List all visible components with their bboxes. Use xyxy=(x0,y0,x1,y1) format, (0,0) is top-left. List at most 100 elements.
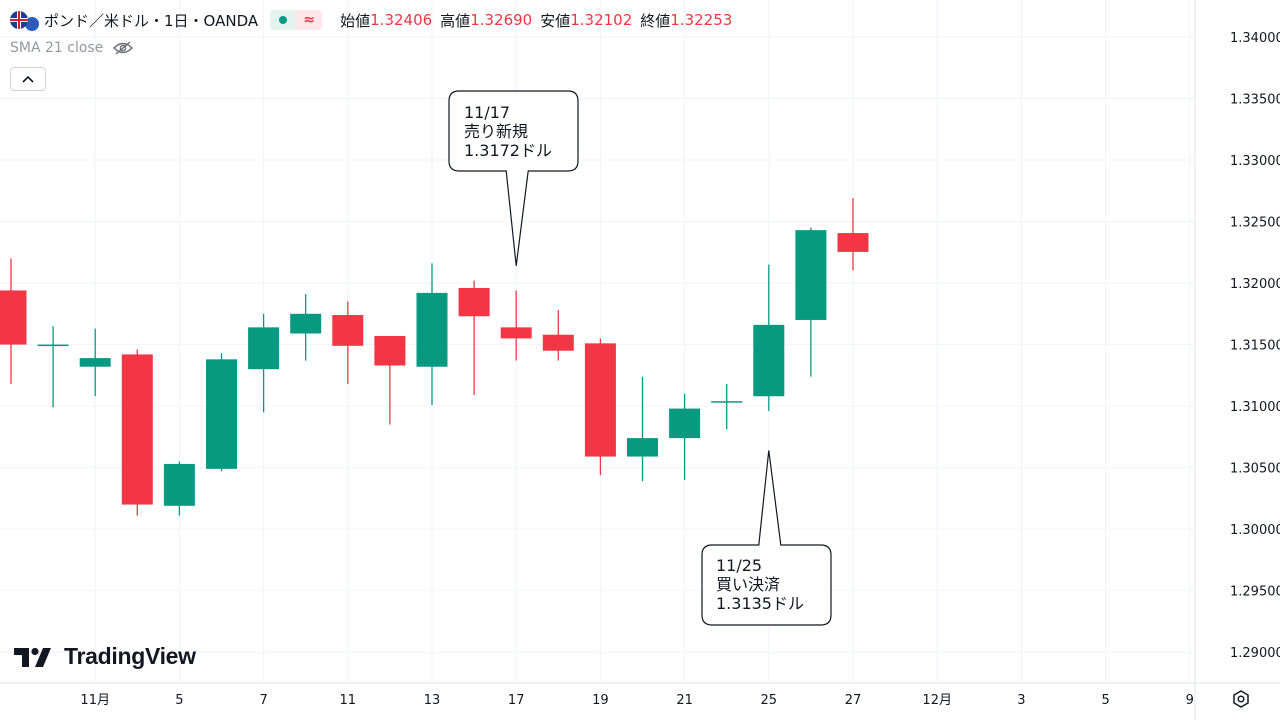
price-tick-label: 1.33000 xyxy=(1230,154,1280,169)
candle xyxy=(37,326,69,408)
symbol-title[interactable]: ポンド／米ドル・1日・OANDA xyxy=(44,11,259,30)
candle xyxy=(0,258,27,384)
ohlc-high-value: 1.32690 xyxy=(470,11,533,29)
price-tick-label: 1.33500 xyxy=(1230,92,1280,107)
price-tick-label: 1.31000 xyxy=(1230,400,1280,415)
ohlc-open-value: 1.32406 xyxy=(370,11,433,29)
time-tick-label: 19 xyxy=(592,693,609,708)
price-tick-label: 1.29000 xyxy=(1230,646,1280,661)
candle-body xyxy=(374,335,406,366)
price-tick-label: 1.30000 xyxy=(1230,523,1280,538)
candle-body xyxy=(669,408,701,439)
candle-body xyxy=(248,327,280,370)
candle xyxy=(374,335,406,425)
time-tick-label: 5 xyxy=(175,693,183,708)
candle xyxy=(163,461,195,516)
time-tick-label: 11 xyxy=(340,693,357,708)
candle xyxy=(290,294,322,361)
candle-body xyxy=(627,438,658,457)
time-tick-label: 13 xyxy=(424,693,441,708)
hidden-eye-icon[interactable] xyxy=(113,41,134,55)
market-status-pill[interactable]: ≈ xyxy=(270,10,323,30)
buy-exit-callout: 11/25 買い決済 1.3135ドル xyxy=(716,556,804,613)
candle xyxy=(837,198,869,271)
candle-body xyxy=(795,230,827,320)
time-tick-label: 7 xyxy=(259,693,267,708)
candle xyxy=(669,393,701,480)
price-axis: 1.34000 1.33500 1.33000 1.32500 1.32000 1.315… xyxy=(1230,31,1280,661)
candle-body xyxy=(332,315,364,346)
candle-body xyxy=(837,233,869,252)
candle xyxy=(500,290,532,361)
annotation-bubble xyxy=(701,450,832,626)
ohlc-open-label: 始値 xyxy=(340,11,371,30)
candle xyxy=(753,264,785,412)
candle-body xyxy=(500,327,532,339)
price-tick-label: 1.34000 xyxy=(1230,31,1280,46)
collapse-legend-button[interactable] xyxy=(10,67,46,91)
chart-settings-icon[interactable] xyxy=(1231,689,1251,709)
candle-body xyxy=(121,354,153,505)
time-tick-label: 27 xyxy=(845,693,862,708)
tradingview-logo-icon xyxy=(14,647,51,667)
time-tick-label: 9 xyxy=(1186,693,1194,708)
ohlc-close-label: 終値 xyxy=(640,11,671,30)
chevron-up-icon xyxy=(22,75,34,83)
candle xyxy=(416,263,448,405)
time-tick-label: 11月 xyxy=(80,693,110,708)
candle xyxy=(121,349,153,516)
candles-layer xyxy=(0,198,869,516)
ohlc-high-label: 高値 xyxy=(440,11,471,30)
candle xyxy=(332,301,364,384)
annotation-callouts xyxy=(448,90,832,626)
candle xyxy=(458,280,490,396)
candle xyxy=(206,353,237,472)
candle-body xyxy=(206,359,237,469)
ohlc-low-value: 1.32102 xyxy=(570,11,633,29)
candle-body xyxy=(290,313,322,334)
candle-body xyxy=(0,290,27,345)
candle xyxy=(711,383,743,430)
ohlc-close-value: 1.32253 xyxy=(670,11,733,29)
time-axis: 11月 5 7 11 13 17 19 21 25 27 12月 3 5 9 xyxy=(80,693,1194,708)
symbol-header: ポンド／米ドル・1日・OANDA ≈ 始値 1.32406 高値 1.32690 安… xyxy=(10,8,732,32)
time-tick-label: 21 xyxy=(676,693,693,708)
callout-line: 買い決済 xyxy=(716,575,781,594)
delayed-data-icon: ≈ xyxy=(296,10,323,30)
candle-body xyxy=(163,463,195,506)
candle-body xyxy=(458,287,490,317)
candle xyxy=(584,338,616,476)
gbp-flag-icon xyxy=(10,11,28,29)
candle xyxy=(79,328,111,397)
logo-text: TradingView xyxy=(64,643,196,669)
sell-entry-callout: 11/17 売り新規 1.3172ドル xyxy=(464,103,552,160)
candle-body xyxy=(416,292,448,367)
price-tick-label: 1.30500 xyxy=(1230,462,1280,477)
tradingview-logo[interactable]: TradingView xyxy=(14,643,196,670)
candle xyxy=(795,227,827,377)
callout-line: 11/17 xyxy=(464,103,511,122)
time-tick-label: 17 xyxy=(508,693,525,708)
callout-line: 1.3172ドル xyxy=(464,141,552,160)
time-tick-label: 3 xyxy=(1017,693,1025,708)
candle-body xyxy=(79,358,111,367)
callout-line: 11/25 xyxy=(716,556,763,575)
time-tick-label: 5 xyxy=(1101,693,1109,708)
candle-body xyxy=(753,324,785,397)
time-tick-label: 12月 xyxy=(922,693,952,708)
candle-body xyxy=(711,401,743,403)
market-open-dot-icon xyxy=(270,10,297,30)
price-tick-label: 1.32000 xyxy=(1230,277,1280,292)
candle-body xyxy=(542,334,574,351)
indicator-legend[interactable]: SMA 21 close xyxy=(10,40,134,56)
callout-line: 売り新規 xyxy=(464,122,529,141)
candle-body xyxy=(37,344,69,347)
candle-body xyxy=(584,343,616,457)
ohlc-low-label: 安値 xyxy=(540,11,571,30)
candle xyxy=(627,376,658,482)
candle xyxy=(248,313,280,413)
indicator-name: SMA 21 close xyxy=(10,40,104,56)
price-tick-label: 1.29500 xyxy=(1230,585,1280,600)
